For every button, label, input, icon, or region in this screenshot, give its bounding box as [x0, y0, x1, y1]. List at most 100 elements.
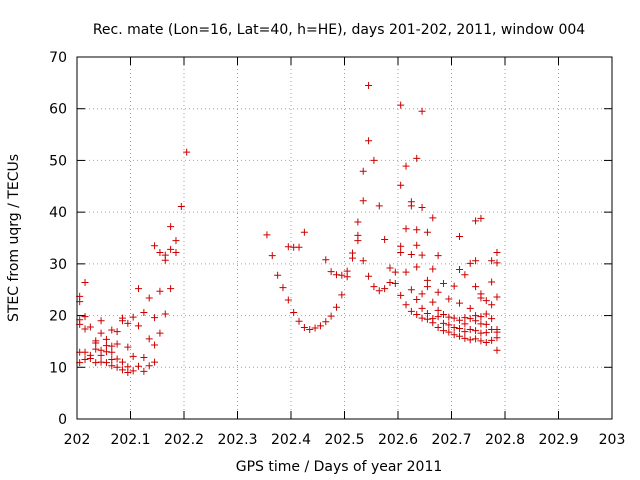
data-point: [172, 237, 180, 245]
data-point: [413, 311, 421, 319]
data-point: [493, 346, 501, 354]
data-point: [461, 320, 469, 328]
data-point: [274, 271, 282, 279]
data-point: [183, 148, 191, 156]
data-point: [423, 276, 431, 284]
data-point: [477, 337, 485, 345]
data-point: [381, 236, 389, 244]
data-point: [407, 251, 415, 259]
x-tick-label: 202.6: [378, 432, 418, 448]
data-point: [102, 359, 110, 367]
data-point: [354, 231, 362, 239]
data-point: [386, 278, 394, 286]
data-point: [135, 362, 143, 370]
x-axis-label: GPS time / Days of year 2011: [236, 459, 443, 475]
data-point: [466, 304, 474, 312]
data-point: [161, 251, 169, 259]
data-point: [284, 243, 292, 251]
data-point: [151, 358, 159, 366]
data-point: [439, 319, 447, 327]
data-point: [359, 197, 367, 205]
x-tick-label: 202.2: [164, 432, 204, 448]
y-tick-label: 50: [49, 153, 67, 169]
data-point: [445, 321, 453, 329]
data-point: [167, 285, 175, 293]
data-point: [456, 332, 464, 340]
data-point: [359, 167, 367, 175]
data-point: [140, 353, 148, 361]
data-point: [81, 313, 89, 321]
data-point: [124, 343, 132, 351]
data-point: [102, 342, 110, 350]
data-point: [172, 248, 180, 256]
data-point: [461, 328, 469, 336]
x-tick-label: 203: [599, 432, 626, 448]
data-point: [129, 352, 137, 360]
data-point: [322, 318, 330, 326]
data-point: [397, 181, 405, 189]
data-point: [397, 291, 405, 299]
data-point: [316, 322, 324, 330]
data-point: [477, 290, 485, 298]
y-tick-label: 60: [49, 102, 67, 118]
x-tick-label: 202.1: [110, 432, 150, 448]
data-point: [429, 315, 437, 323]
data-point: [456, 316, 464, 324]
data-point: [338, 271, 346, 279]
data-point: [370, 283, 378, 291]
data-point: [482, 338, 490, 346]
data-point: [450, 282, 458, 290]
data-point: [423, 228, 431, 236]
data-point: [86, 323, 94, 331]
data-point: [429, 214, 437, 222]
x-tick-label: 202.7: [431, 432, 471, 448]
data-point: [488, 315, 496, 323]
data-point: [327, 312, 335, 320]
data-point: [118, 314, 126, 322]
plot-frame: [76, 56, 613, 420]
data-point: [397, 101, 405, 109]
data-point: [306, 326, 314, 334]
data-point: [439, 327, 447, 335]
data-point: [407, 307, 415, 315]
data-point: [488, 257, 496, 265]
data-point: [434, 252, 442, 260]
data-point: [118, 358, 126, 366]
data-point: [456, 299, 464, 307]
data-points: [76, 81, 501, 376]
data-point: [349, 249, 357, 257]
y-tick-label: 70: [49, 50, 67, 66]
data-point: [365, 81, 373, 89]
data-point: [124, 363, 132, 371]
data-point: [300, 323, 308, 331]
data-point: [124, 319, 132, 327]
data-point: [477, 329, 485, 337]
data-point: [413, 296, 421, 304]
data-point: [493, 326, 501, 334]
data-point: [434, 306, 442, 314]
data-point: [434, 288, 442, 296]
data-point: [418, 314, 426, 322]
data-point: [402, 225, 410, 233]
data-point: [472, 283, 480, 291]
data-point: [450, 323, 458, 331]
y-tick-label: 40: [49, 205, 67, 221]
data-point: [284, 296, 292, 304]
data-point: [354, 218, 362, 226]
data-point: [263, 231, 271, 239]
data-point: [429, 265, 437, 273]
data-point: [113, 328, 121, 336]
data-point: [108, 348, 116, 356]
data-point: [445, 295, 453, 303]
data-point: [290, 308, 298, 316]
data-point: [92, 337, 100, 345]
data-point: [482, 329, 490, 337]
data-point: [295, 243, 303, 251]
data-point: [161, 310, 169, 318]
data-point: [365, 272, 373, 280]
data-point: [311, 324, 319, 332]
data-point: [434, 323, 442, 331]
data-point: [332, 303, 340, 311]
data-point: [151, 314, 159, 322]
data-point: [418, 251, 426, 259]
